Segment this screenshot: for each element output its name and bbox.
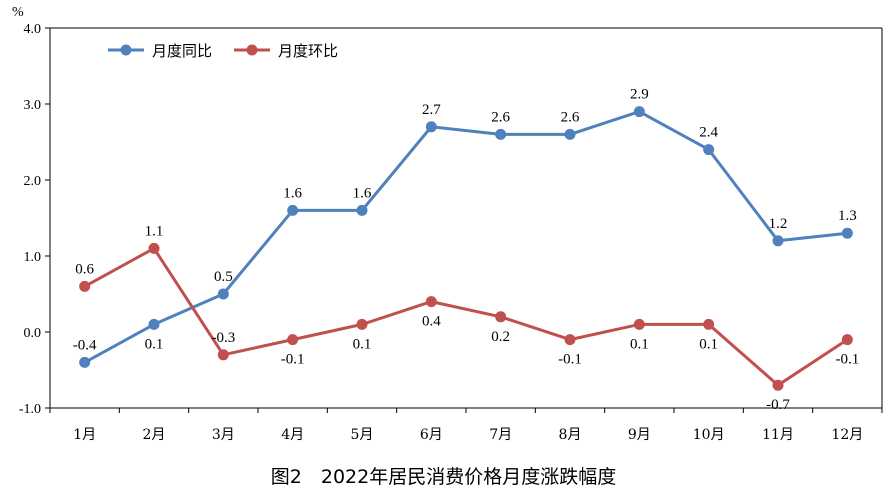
data-point [79, 356, 91, 368]
x-tick-label: 6月 [420, 427, 443, 443]
data-label: 2.6 [491, 109, 510, 125]
data-label: -0.1 [281, 352, 305, 368]
data-label: 0.1 [699, 336, 718, 352]
x-tick-label: 10月 [693, 427, 725, 443]
data-label: 2.7 [422, 102, 441, 118]
data-point [633, 318, 645, 330]
data-label: 1.1 [145, 223, 164, 239]
data-point [79, 280, 91, 292]
data-point [425, 121, 437, 133]
series-line-0 [83, 110, 848, 364]
legend: 月度同比 月度环比 [108, 42, 338, 60]
data-point [495, 128, 507, 140]
data-label: 1.2 [769, 216, 788, 232]
data-label: 0.1 [353, 336, 372, 352]
series-points [79, 106, 853, 391]
series-lines [83, 110, 849, 387]
y-tick-label: 0.0 [24, 326, 42, 341]
x-tick-label: 12月 [831, 427, 863, 443]
data-label: 0.1 [145, 336, 164, 352]
data-point [564, 334, 576, 346]
data-point [564, 128, 576, 140]
series-line-1 [83, 246, 849, 387]
x-tick-label: 8月 [559, 427, 582, 443]
data-label: 2.6 [561, 109, 580, 125]
data-point [148, 242, 160, 254]
data-point [703, 318, 715, 330]
data-label: 2.9 [630, 87, 649, 103]
data-label: 1.6 [283, 185, 302, 201]
data-label: 0.2 [491, 329, 510, 345]
data-label: -0.1 [835, 352, 859, 368]
data-label: 0.5 [214, 269, 233, 285]
data-point [495, 311, 507, 323]
data-label: -0.1 [558, 352, 582, 368]
data-label: -0.4 [73, 337, 97, 353]
y-tick-label: 1.0 [24, 250, 42, 265]
data-label: -0.3 [211, 330, 235, 346]
data-point [217, 288, 229, 300]
legend-swatch-marker [246, 44, 258, 56]
data-label: 0.1 [630, 336, 649, 352]
chart-axes [49, 27, 883, 409]
x-tick-label: 2月 [143, 427, 166, 443]
data-label: -0.7 [766, 397, 790, 413]
data-point [425, 296, 437, 308]
y-tick-label: 4.0 [24, 22, 42, 37]
data-point [356, 204, 368, 216]
x-tick-label: 3月 [212, 427, 235, 443]
data-labels: -0.4 0.1 0.5 1.6 1.6 2.7 2.6 2.6 2.9 2.4 1.2 1.3 0.6… [73, 87, 859, 414]
chart-title: 图2 2022年居民消费价格月度涨跌幅度 [270, 466, 617, 488]
data-point [356, 318, 368, 330]
data-point [772, 235, 784, 247]
legend-label: 月度环比 [278, 42, 338, 60]
x-tick-labels: 1月 2月 3月 4月 5月 6月 7月 8月 9月 10月 11月 12月 [49, 408, 883, 443]
data-label: 0.4 [422, 314, 441, 330]
y-tick-label: -1.0 [19, 402, 41, 417]
y-unit-label: % [12, 5, 24, 20]
data-point [287, 334, 299, 346]
data-point [772, 379, 784, 391]
y-tick-labels: -1.0 0.0 1.0 2.0 3.0 4.0 [19, 22, 50, 417]
data-point [633, 106, 645, 118]
y-tick-label: 3.0 [24, 98, 42, 113]
legend-swatch-marker [120, 44, 132, 56]
data-label: 1.6 [353, 185, 372, 201]
data-label: 2.4 [699, 125, 718, 141]
x-tick-label: 4月 [281, 427, 304, 443]
data-point [217, 349, 229, 361]
x-tick-label: 5月 [351, 427, 374, 443]
data-point [148, 318, 160, 330]
x-tick-label: 1月 [73, 427, 96, 443]
data-label: 0.6 [75, 261, 94, 277]
x-tick-label: 9月 [628, 427, 651, 443]
data-point [703, 144, 715, 156]
line-chart: % -1.0 0.0 1.0 2.0 3.0 4.0 1月 2月 3月 4月 5月 6月 7月 8月 9月… [12, 5, 883, 443]
legend-label: 月度同比 [152, 42, 212, 60]
x-tick-label: 11月 [762, 427, 794, 443]
y-tick-label: 2.0 [24, 174, 42, 189]
data-point [841, 227, 853, 239]
data-point [841, 334, 853, 346]
data-point [287, 204, 299, 216]
x-tick-label: 7月 [489, 427, 512, 443]
data-label: 1.3 [838, 208, 857, 224]
